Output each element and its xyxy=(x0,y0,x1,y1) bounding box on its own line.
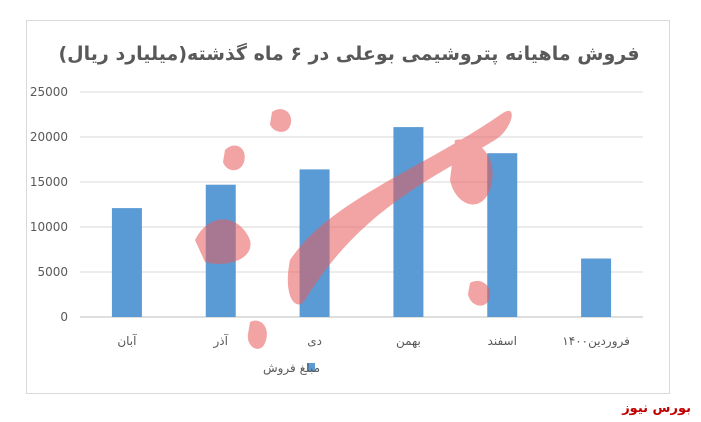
y-tick-label: 5000 xyxy=(37,265,68,279)
x-tick-label: آذر xyxy=(213,333,229,349)
legend-swatch xyxy=(307,363,315,371)
bar xyxy=(393,127,424,317)
bar xyxy=(205,184,236,317)
x-tick-label: آبان xyxy=(117,333,137,348)
y-tick-label: 10000 xyxy=(30,220,68,234)
y-tick-label: 25000 xyxy=(30,85,68,99)
x-tick-label: فروردین۱۴۰۰ xyxy=(562,334,630,349)
bar xyxy=(487,153,518,317)
x-tick-label: اسفند xyxy=(488,334,517,348)
y-tick-label: 20000 xyxy=(30,130,68,144)
x-tick-label: بهمن xyxy=(396,334,421,349)
chart-title: فروش ماهیانه پتروشیمی بوعلی در ۶ ماه گذش… xyxy=(58,43,640,65)
x-tick-label: دی xyxy=(307,334,322,348)
bar xyxy=(581,258,612,317)
bar xyxy=(111,208,142,317)
watermark-text: بورس نیوز xyxy=(622,401,691,416)
legend-label: مبلغ فروش xyxy=(263,361,320,376)
y-tick-label: 15000 xyxy=(30,175,68,189)
bar xyxy=(299,169,330,317)
y-tick-label: 0 xyxy=(60,310,68,324)
